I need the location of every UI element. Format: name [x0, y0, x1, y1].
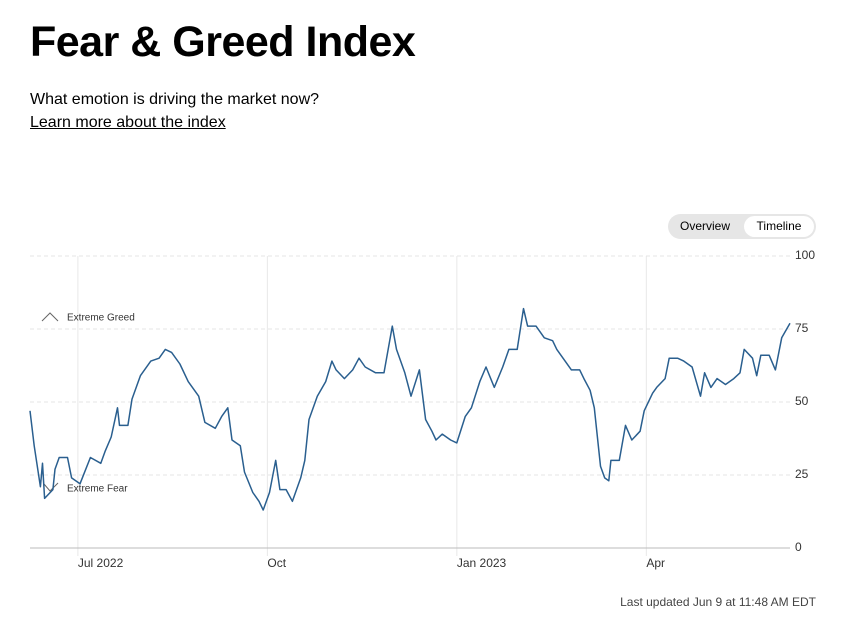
- x-tick-label: Jul 2022: [78, 556, 124, 570]
- y-tick-label: 75: [795, 321, 809, 335]
- y-tick-label: 0: [795, 540, 802, 554]
- greed-marker: [41, 312, 59, 322]
- last-updated: Last updated Jun 9 at 11:48 AM EDT: [620, 595, 816, 609]
- overview-button[interactable]: Overview: [679, 219, 730, 233]
- view-toggle: Overview Timeline: [668, 214, 816, 239]
- y-tick-label: 50: [795, 394, 809, 408]
- fear-marker: [43, 482, 59, 492]
- x-tick-label: Apr: [646, 556, 665, 570]
- y-tick-label: 100: [795, 248, 815, 262]
- learn-more-link[interactable]: Learn more about the index: [30, 114, 226, 131]
- timeline-button[interactable]: Timeline: [744, 216, 814, 237]
- x-tick-label: Oct: [267, 556, 286, 570]
- annotation: Extreme Fear: [67, 484, 128, 495]
- y-tick-label: 25: [795, 467, 809, 481]
- annotation: Extreme Greed: [67, 313, 135, 324]
- subtitle: What emotion is driving the market now?: [30, 91, 320, 108]
- page-title: Fear & Greed Index: [30, 18, 416, 66]
- x-tick-label: Jan 2023: [457, 556, 507, 570]
- line-series: [29, 307, 791, 511]
